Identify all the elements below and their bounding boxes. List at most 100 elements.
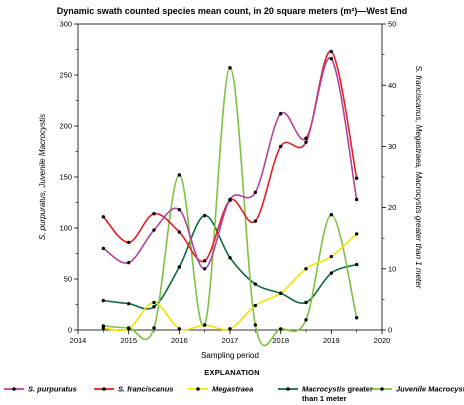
point-megastraea [304,267,308,271]
legend: S. purpuratus S. franciscanus Megastraea Ma… [4,385,464,403]
point-megastraea [101,326,106,330]
point-macrocystis-greater-than-1-meter [228,256,232,260]
right-y-axis-title: S. franciscanus, Megastraea, Macrocystis… [414,66,423,289]
point-megastraea [126,327,131,331]
point-juvenile-macrocystis [253,323,258,327]
left-y-tick-label: 0 [68,326,72,335]
point-s-purpuratus [304,136,308,140]
plot-frame [77,23,383,331]
legend-marker [102,387,106,391]
x-axis-ticks: 2014 2015 2016 2017 2018 2019 2020 [70,330,391,345]
legend-title: EXPLANATION [204,368,259,377]
x-tick-label: 2014 [70,336,87,345]
point-megastraea [152,300,156,305]
point-juvenile-macrocystis [329,213,334,217]
point-s-purpuratus [202,267,207,271]
point-s-purpuratus [126,260,131,265]
left-y-tick-label: 300 [59,20,72,29]
point-s-purpuratus [228,197,232,202]
point-s-franciscanus [329,49,334,54]
left-y-tick-label: 200 [59,122,72,131]
x-tick-label: 2018 [272,336,289,345]
point-s-franciscanus [177,230,182,234]
point-s-franciscanus [304,140,308,144]
right-y-tick-label: 10 [388,264,396,273]
point-macrocystis-greater-than-1-meter [126,301,131,306]
point-macrocystis-greater-than-1-meter [354,262,359,267]
legend-marker [196,387,200,391]
point-s-franciscanus [253,219,258,223]
point-s-franciscanus [278,144,283,149]
x-tick-label: 2019 [323,336,340,345]
right-y-tick-label: 40 [388,81,396,90]
x-axis-title: Sampling period [201,351,259,360]
point-s-franciscanus [126,240,131,245]
right-y-tick-label: 50 [388,20,396,29]
legend-label: Macrocystis greater [302,385,373,394]
point-s-franciscanus [202,259,207,263]
point-s-purpuratus [278,112,283,116]
point-s-purpuratus [152,228,156,232]
point-megastraea [354,232,359,236]
point-s-purpuratus [354,197,359,202]
x-tick-label: 2020 [374,336,391,345]
legend-marker [380,387,384,391]
right-y-tick-label: 30 [388,142,396,151]
legend-item-s-purpuratus: S. purpuratus [4,385,77,394]
series-line-s-purpuratus [102,57,358,270]
point-megastraea [228,327,232,331]
point-s-franciscanus [354,176,359,180]
left-y-tick-label: 250 [59,71,72,80]
left-y-tick-label: 50 [64,275,72,284]
point-macrocystis-greater-than-1-meter [253,282,258,286]
point-s-franciscanus [152,212,156,216]
point-s-franciscanus [101,215,106,219]
point-macrocystis-greater-than-1-meter [152,305,156,309]
point-megastraea [329,254,334,259]
right-y-tick-label: 20 [388,203,396,212]
right-y-tick-label: 0 [388,326,392,335]
point-megastraea [253,303,258,308]
legend-item-s-franciscanus: S. franciscanus [94,385,173,394]
point-megastraea [202,323,207,327]
left-y-tick-label: 100 [59,224,72,233]
legend-label: S. franciscanus [118,385,173,394]
point-macrocystis-greater-than-1-meter [329,271,334,275]
x-tick-label: 2017 [222,336,239,345]
point-macrocystis-greater-than-1-meter [304,300,308,305]
point-s-purpuratus [253,190,258,194]
left-y-axis-ticks: 0 50 100 150 200 250 300 [59,20,78,335]
legend-label-cont: than 1 meter [302,394,347,403]
point-s-purpuratus [101,246,106,251]
point-macrocystis-greater-than-1-meter [177,265,182,269]
legend-marker [12,387,16,391]
point-megastraea [177,327,182,331]
legend-marker [286,387,290,391]
point-s-purpuratus [329,56,334,61]
point-juvenile-macrocystis [152,326,156,330]
point-macrocystis-greater-than-1-meter [202,213,207,218]
point-juvenile-macrocystis [354,316,359,320]
point-s-purpuratus [177,207,182,212]
point-juvenile-macrocystis [177,173,182,177]
point-juvenile-macrocystis [228,66,232,70]
point-juvenile-macrocystis [278,327,283,331]
legend-item-juvenile-macrocystis: Juvenile Macrocystis [372,385,464,394]
legend-label: Megastraea [212,385,253,394]
point-juvenile-macrocystis [304,318,308,322]
x-tick-label: 2016 [171,336,188,345]
x-tick-label: 2015 [120,336,137,345]
legend-label: Juvenile Macrocystis [396,385,464,394]
point-macrocystis-greater-than-1-meter [101,298,106,303]
legend-label: S. purpuratus [28,385,77,394]
point-megastraea [278,291,283,295]
right-y-axis-ticks: 0 10 20 30 40 50 [382,20,396,335]
series-layer [101,49,359,347]
legend-item-megastraea: Megastraea [188,385,253,394]
chart-title: Dynamic swath counted species mean count… [57,6,407,16]
left-y-tick-label: 150 [59,173,72,182]
left-y-axis-title: S. purpuratus, Juvenile Macrocystis [38,114,47,240]
series-line-juvenile-macrocystis [103,67,358,347]
